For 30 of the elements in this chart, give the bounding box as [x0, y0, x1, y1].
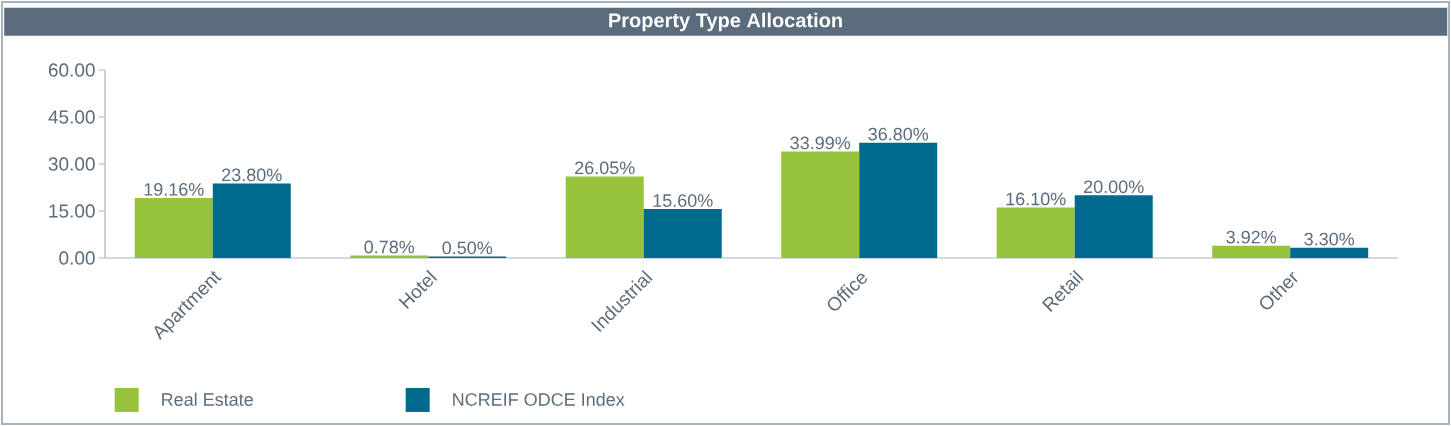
bar: [781, 151, 860, 258]
bar: [1074, 195, 1153, 258]
data-label: 3.92%: [1226, 230, 1277, 244]
bar: [643, 209, 722, 258]
data-label: 0.78%: [364, 240, 415, 254]
bar: [565, 176, 644, 258]
bar: [1212, 245, 1291, 258]
data-label: 19.16%: [144, 183, 204, 196]
y-tick-label: 0.00: [59, 251, 95, 265]
chart-title: Property Type Allocation: [609, 12, 842, 32]
y-tick-label: 60.00: [48, 63, 95, 77]
data-label: 0.50%: [442, 241, 493, 255]
legend-label: NCREIF ODCE Index: [453, 392, 625, 406]
data-label: 15.60%: [653, 194, 713, 207]
y-tick-label: 45.00: [48, 110, 95, 124]
data-label: 3.30%: [1304, 232, 1355, 246]
y-tick-label: 15.00: [49, 204, 95, 218]
data-label: 16.10%: [1006, 192, 1066, 206]
legend-label: Real Estate: [162, 392, 253, 406]
bar: [859, 142, 938, 258]
data-label: 26.05%: [575, 161, 635, 175]
bar: [996, 207, 1075, 258]
bar: [134, 197, 213, 258]
data-label: 33.99%: [790, 136, 851, 150]
y-tick-label: 30.00: [48, 157, 95, 171]
data-label: 23.80%: [222, 168, 282, 182]
bar: [1290, 247, 1369, 258]
data-label: 36.80%: [868, 127, 929, 141]
bar: [212, 183, 291, 258]
data-label: 20.00%: [1084, 180, 1144, 194]
